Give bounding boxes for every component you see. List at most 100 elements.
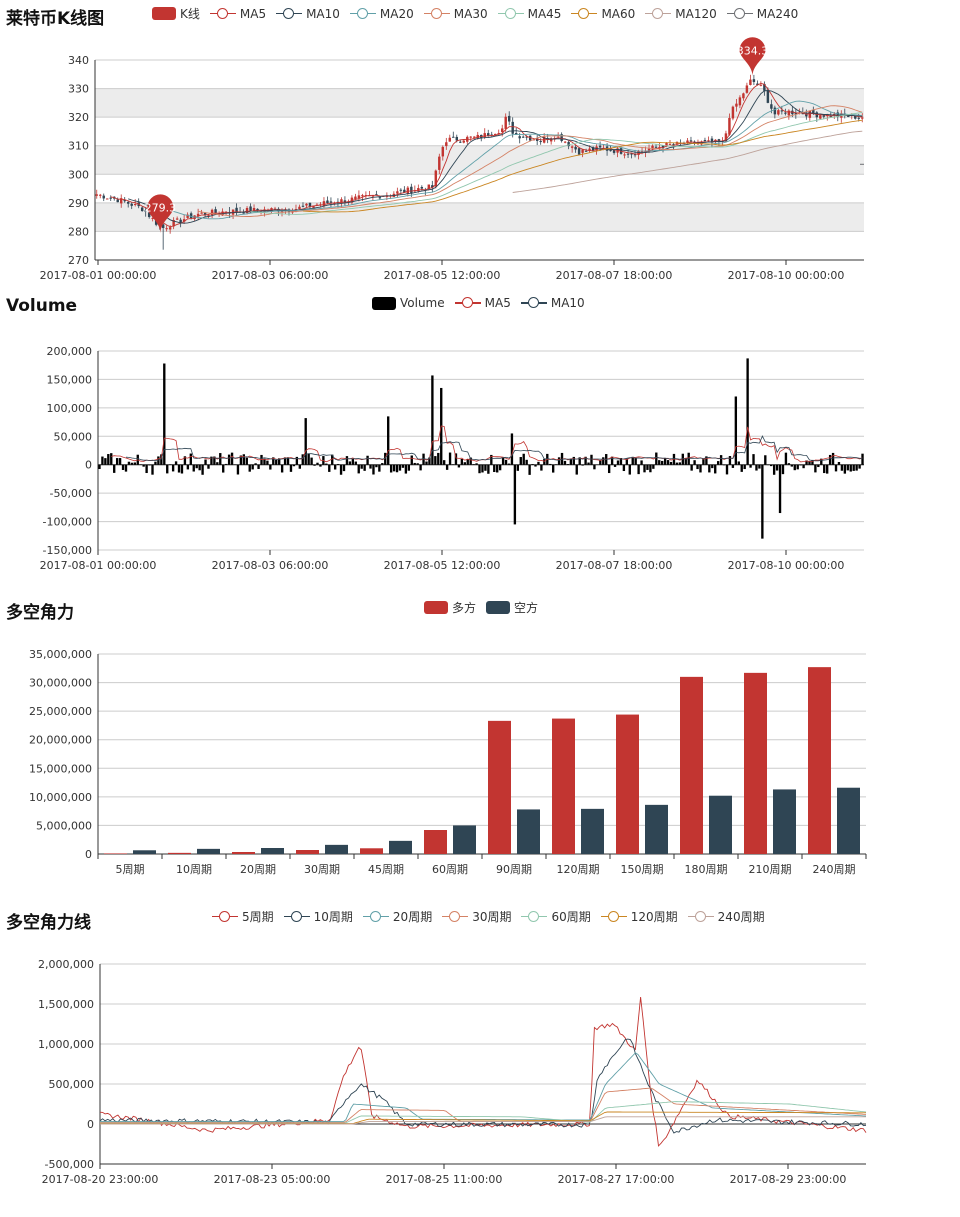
x-tick-label: 2017-08-01 00:00:00 xyxy=(40,269,157,282)
candle-body xyxy=(140,207,144,212)
x-tick-label: 2017-08-05 12:00:00 xyxy=(384,269,501,282)
y-tick-label: 25,000,000 xyxy=(29,705,92,718)
volume-bar xyxy=(846,464,849,471)
candle-body xyxy=(417,188,420,192)
y-tick-label: 100,000 xyxy=(47,402,93,415)
legend-label: MA30 xyxy=(453,6,488,21)
bull-bar xyxy=(744,672,767,854)
volume-bar xyxy=(186,464,190,470)
legend-item-ma10[interactable]: MA10 xyxy=(276,7,340,21)
legend-label: MA5 xyxy=(484,296,511,310)
candle-body xyxy=(403,189,406,193)
volume-bar xyxy=(493,464,496,473)
legend-label: 60周期 xyxy=(551,910,591,924)
bear-bar xyxy=(133,850,156,854)
legend-item-k线[interactable]: K线 xyxy=(152,5,200,22)
legend-item-1[interactable]: 10周期 xyxy=(283,908,353,925)
volume-bar xyxy=(831,452,835,465)
volume-bar xyxy=(260,454,263,465)
volume-bar xyxy=(454,453,458,465)
powerline-title: 多空角力线 xyxy=(6,913,91,933)
volume-bar xyxy=(157,456,160,465)
legend-swatch xyxy=(645,7,672,21)
legend-item-ma240[interactable]: MA240 xyxy=(726,7,798,21)
legend-swatch xyxy=(442,910,469,924)
legend-item-ma20[interactable]: MA20 xyxy=(349,7,414,21)
volume-bar xyxy=(531,464,534,465)
legend-item-ma5[interactable]: MA5 xyxy=(454,296,511,310)
volume-bar xyxy=(254,463,257,465)
volume-bar xyxy=(413,462,416,465)
candle-body xyxy=(441,146,445,157)
volume-bar xyxy=(675,462,679,465)
candle-body xyxy=(175,218,179,220)
volume-bar xyxy=(616,460,620,465)
legend-item-volume[interactable]: Volume xyxy=(372,296,445,310)
legend-item-bear[interactable]: 空方 xyxy=(486,599,538,616)
y-tick-label: 150,000 xyxy=(47,373,93,386)
ma60-line xyxy=(302,119,863,213)
volume-bar xyxy=(163,363,166,465)
volume-bar xyxy=(649,464,652,473)
volume-bar xyxy=(484,464,487,471)
candle-body xyxy=(210,209,214,215)
price-marker-label: 334.3 xyxy=(737,44,769,57)
candle-body xyxy=(487,133,490,136)
legend-item-3[interactable]: 30周期 xyxy=(442,908,511,925)
legend-item-ma45[interactable]: MA45 xyxy=(497,7,561,21)
volume-bar xyxy=(154,461,157,465)
legend-item-6[interactable]: 240周期 xyxy=(687,908,765,925)
candle-body xyxy=(109,197,112,199)
candle-body xyxy=(186,214,189,218)
volume-bar xyxy=(711,464,714,469)
volume-bar xyxy=(631,456,634,465)
volume-bar xyxy=(431,375,434,465)
power-line-1 xyxy=(99,1038,867,1134)
candle-body xyxy=(448,137,452,142)
volume-bar xyxy=(805,460,808,465)
volume-bar xyxy=(811,459,814,465)
bear-bar xyxy=(837,787,860,854)
x-tick-label: 2017-08-25 11:00:00 xyxy=(386,1173,503,1186)
volume-bar xyxy=(121,464,125,470)
legend-item-ma5[interactable]: MA5 xyxy=(209,7,266,21)
volume-bar xyxy=(148,464,151,466)
volume-bar xyxy=(142,464,145,467)
legend-item-ma60[interactable]: MA60 xyxy=(571,7,635,21)
x-tick-label: 30周期 xyxy=(304,863,340,876)
legend-label: 空方 xyxy=(514,601,539,615)
volume-chart: 200,000 150,000 100,000 50,000 0 -50,000 -100,… xyxy=(40,345,864,572)
x-tick-label: 20周期 xyxy=(240,863,276,876)
legend-item-4[interactable]: 60周期 xyxy=(521,908,591,925)
legend-label: MA60 xyxy=(601,6,636,21)
volume-bar xyxy=(814,464,817,473)
candle-body xyxy=(710,138,714,143)
volume-bar xyxy=(381,463,384,465)
candle-body xyxy=(473,136,476,138)
volume-bar xyxy=(227,454,231,465)
legend-item-ma10[interactable]: MA10 xyxy=(520,296,585,310)
volume-bar xyxy=(622,464,626,472)
volume-bar xyxy=(325,463,328,465)
volume-bar xyxy=(245,457,248,465)
legend-item-bull[interactable]: 多方 xyxy=(424,599,476,616)
ma45-line xyxy=(250,111,863,215)
power-panel: 多空角力 多方 空方 35,000,000 30,000,000 25,000,000… xyxy=(0,590,960,900)
candle-body xyxy=(780,110,784,112)
y-tick-label: 290 xyxy=(68,197,89,210)
candle-body xyxy=(777,110,780,115)
legend-item-5[interactable]: 120周期 xyxy=(600,908,678,925)
legend-item-2[interactable]: 20周期 xyxy=(362,908,432,925)
candle-body xyxy=(200,212,203,214)
x-tick-label: 2017-08-07 18:00:00 xyxy=(556,559,673,572)
candle-body xyxy=(214,209,217,213)
x-tick-label: 2017-08-20 23:00:00 xyxy=(42,1173,159,1186)
legend-item-ma30[interactable]: MA30 xyxy=(423,6,488,21)
volume-bar xyxy=(307,453,310,465)
volume-bar xyxy=(445,464,449,470)
legend-item-0[interactable]: 5周期 xyxy=(212,908,274,925)
legend-item-ma120[interactable]: MA120 xyxy=(645,7,717,21)
legend-swatch xyxy=(372,296,396,310)
x-tick-label: 2017-08-10 00:00:00 xyxy=(728,269,845,282)
volume-bar xyxy=(242,454,246,465)
